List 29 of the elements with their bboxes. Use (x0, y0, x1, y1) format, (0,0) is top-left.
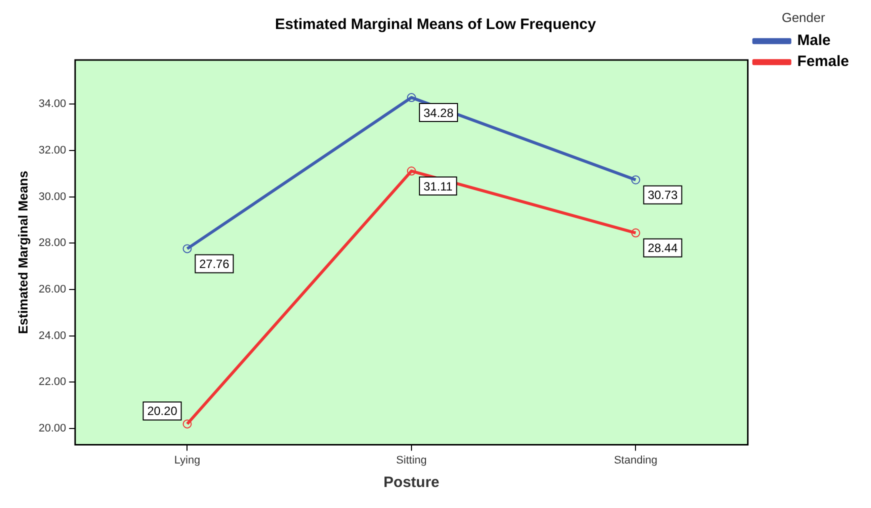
x-tick-label: Lying (174, 454, 200, 466)
legend-label: Female (797, 53, 850, 70)
y-tick-label: 26.00 (38, 284, 66, 296)
point (406, 166, 416, 176)
y-tick-label: 30.00 (38, 190, 66, 203)
data-label: 28.44 (648, 241, 678, 256)
x-tick-label: Standing (614, 454, 658, 466)
y-tick-label: 32.00 (38, 144, 66, 156)
chart-title: Estimated Marginal Means of Low Frequency (275, 16, 597, 34)
legend-label: Male (797, 32, 831, 50)
x-tick-label: Sitting (396, 454, 427, 466)
y-tick-label: 28.00 (38, 237, 66, 250)
point (406, 93, 416, 102)
y-tick-label: 22.00 (38, 376, 66, 388)
data-label: 30.73 (648, 188, 678, 202)
point (182, 244, 192, 254)
data-label: 31.11 (423, 179, 453, 194)
y-tick-label: 24.00 (38, 330, 66, 342)
point (182, 419, 192, 428)
y-tick-label: 20.00 (38, 422, 66, 435)
x-axis-title: Posture (384, 474, 440, 492)
y-tick-label: 34.00 (38, 98, 66, 110)
point (631, 175, 640, 184)
y-axis-title: Estimated Marginal Means (15, 170, 30, 334)
data-label: 34.28 (423, 106, 454, 120)
data-label: 27.76 (199, 257, 230, 272)
point (631, 228, 640, 238)
legend-title: Gender (782, 10, 826, 26)
data-label: 20.20 (147, 404, 178, 418)
